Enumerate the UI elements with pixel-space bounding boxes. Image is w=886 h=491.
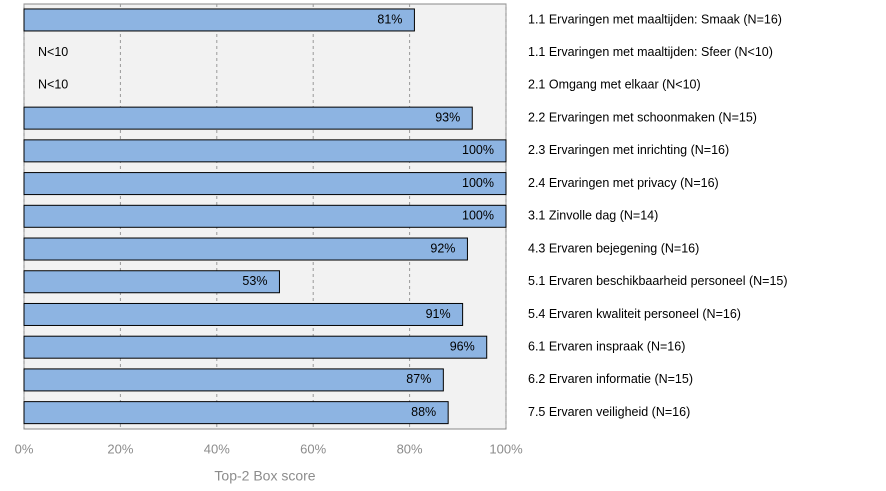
bar (23, 204, 507, 228)
category-label: 6.2 Ervaren informatie (N=15) (528, 372, 693, 386)
x-tick-label: 0% (15, 441, 34, 456)
x-tick-label: 60% (300, 441, 326, 456)
category-label: 2.3 Ervaringen met inrichting (N=16) (528, 143, 729, 157)
value-label: N<10 (38, 78, 68, 92)
value-label: 93% (435, 110, 460, 124)
x-tick-label: 40% (204, 441, 230, 456)
value-label: 53% (242, 274, 267, 288)
bar (23, 401, 449, 425)
bar (23, 8, 415, 32)
bar (23, 270, 280, 294)
value-label: 100% (462, 176, 494, 190)
category-label: 2.2 Ervaringen met schoonmaken (N=15) (528, 110, 757, 124)
bar (23, 139, 507, 163)
bar (23, 302, 464, 326)
value-label: 100% (462, 209, 494, 223)
bar (23, 172, 507, 196)
value-label: 88% (411, 405, 436, 419)
x-axis-title: Top-2 Box score (214, 468, 315, 484)
value-label: 96% (450, 339, 475, 353)
category-label: 1.1 Ervaringen met maaltijden: Sfeer (N<… (528, 45, 773, 59)
category-label: 5.1 Ervaren beschikbaarheid personeel (N… (528, 274, 788, 288)
x-tick-label: 80% (397, 441, 423, 456)
value-label: N<10 (38, 45, 68, 59)
category-label: 7.5 Ervaren veiligheid (N=16) (528, 405, 690, 419)
value-label: 81% (377, 12, 402, 26)
bar (23, 237, 468, 261)
category-label: 6.1 Ervaren inspraak (N=16) (528, 339, 685, 353)
category-label: 3.1 Zinvolle dag (N=14) (528, 209, 658, 223)
category-label: 2.1 Omgang met elkaar (N<10) (528, 78, 701, 92)
category-label: 2.4 Ervaringen met privacy (N=16) (528, 176, 719, 190)
value-label: 92% (430, 241, 455, 255)
bar (23, 368, 444, 392)
value-label: 100% (462, 143, 494, 157)
value-label: 87% (406, 372, 431, 386)
category-label: 4.3 Ervaren bejegening (N=16) (528, 241, 699, 255)
bar (23, 335, 488, 359)
value-label: 91% (426, 307, 451, 321)
category-label: 1.1 Ervaringen met maaltijden: Smaak (N=… (528, 12, 782, 26)
x-tick-label: 20% (107, 441, 133, 456)
x-tick-label: 100% (489, 441, 523, 456)
bar (23, 106, 473, 130)
category-label: 5.4 Ervaren kwaliteit personeel (N=16) (528, 307, 741, 321)
